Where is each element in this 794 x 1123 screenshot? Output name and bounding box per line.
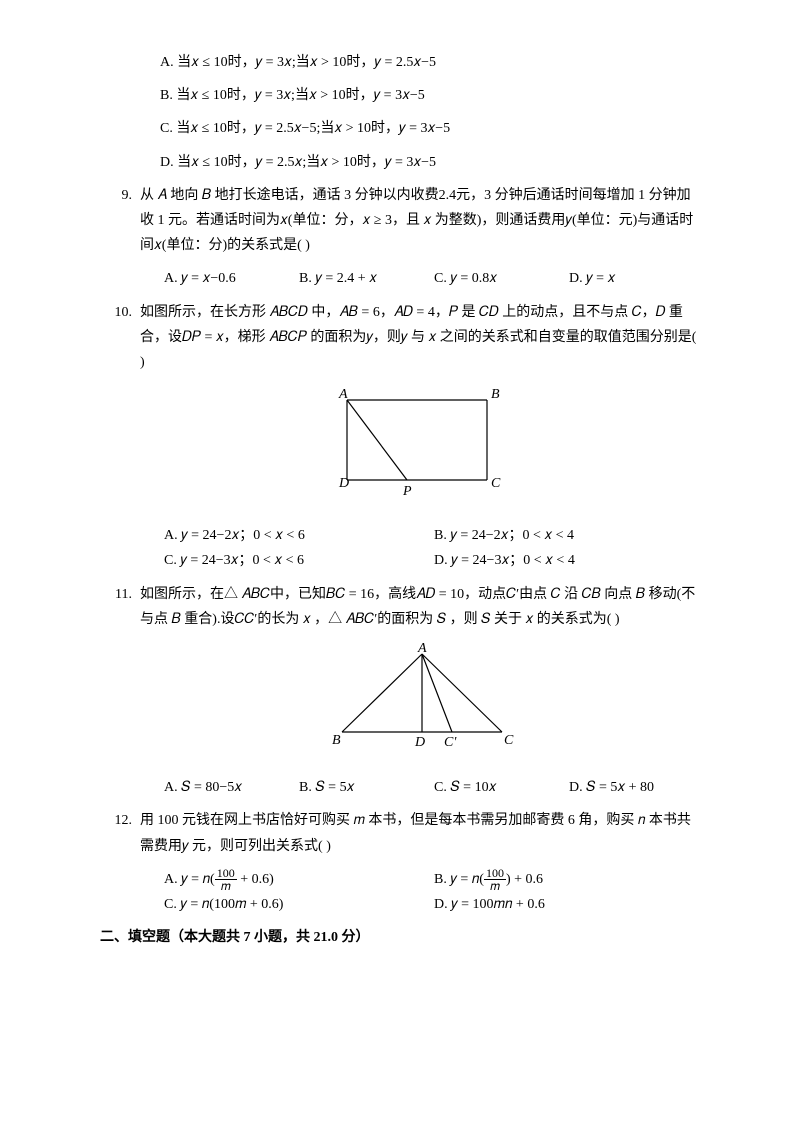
question-10: 10. 如图所示，在长方形 𝐴𝐵𝐶𝐷 中，𝐴𝐵 = 6，𝐴𝐷 = 4，𝑃 是 𝐶… xyxy=(100,300,704,574)
question-11: 11. 如图所示，在△ 𝐴𝐵𝐶中，已知𝐵𝐶 = 16，高线𝐴𝐷 = 10，动点𝐶… xyxy=(100,582,704,801)
q9-option-d: D. 𝑦 = 𝑥 xyxy=(569,266,704,291)
svg-text:D: D xyxy=(338,476,349,491)
q12-b-suffix: ) + 0.6 xyxy=(506,872,543,887)
q9-option-c: C. 𝑦 = 0.8𝑥 xyxy=(434,266,569,291)
q11-option-b: B. 𝑆 = 5𝑥 xyxy=(299,775,434,800)
q10-option-a: A. 𝑦 = 24−2𝑥；0 < 𝑥 < 6 xyxy=(164,523,434,548)
q10-body: 如图所示，在长方形 𝐴𝐵𝐶𝐷 中，𝐴𝐵 = 6，𝐴𝐷 = 4，𝑃 是 𝐶𝐷 上的… xyxy=(140,300,704,574)
triangle-diagram: A B C D C' xyxy=(322,642,522,752)
section-2-title: 二、填空题（本大题共 7 小题，共 21.0 分） xyxy=(100,925,704,950)
q12-a-prefix: A. 𝑦 = 𝑛( xyxy=(164,872,215,887)
q11-option-d: D. 𝑆 = 5𝑥 + 80 xyxy=(569,775,704,800)
svg-text:C: C xyxy=(504,733,514,748)
q10-text: 如图所示，在长方形 𝐴𝐵𝐶𝐷 中，𝐴𝐵 = 6，𝐴𝐷 = 4，𝑃 是 𝐶𝐷 上的… xyxy=(140,300,704,376)
q8-option-b: B. 当𝑥 ≤ 10时，𝑦 = 3𝑥;当𝑥 > 10时，𝑦 = 3𝑥−5 xyxy=(160,83,704,108)
question-12: 12. 用 100 元钱在网上书店恰好可购买 𝑚 本书，但是每本书需另加邮寄费 … xyxy=(100,808,704,917)
svg-text:C': C' xyxy=(444,735,457,750)
q12-options: A. 𝑦 = 𝑛(100𝑚 + 0.6) B. 𝑦 = 𝑛(100𝑚) + 0.… xyxy=(164,867,704,917)
q12-a-suffix: + 0.6) xyxy=(237,872,274,887)
q11-diagram: A B C D C' xyxy=(140,642,704,761)
fraction-icon: 100𝑚 xyxy=(215,867,237,892)
svg-text:A: A xyxy=(338,387,348,402)
q10-options: A. 𝑦 = 24−2𝑥；0 < 𝑥 < 6 B. 𝑦 = 24−2𝑥；0 < … xyxy=(164,523,704,573)
q11-body: 如图所示，在△ 𝐴𝐵𝐶中，已知𝐵𝐶 = 16，高线𝐴𝐷 = 10，动点𝐶′由点 … xyxy=(140,582,704,801)
q12-b-prefix: B. 𝑦 = 𝑛( xyxy=(434,872,484,887)
q11-options: A. 𝑆 = 80−5𝑥 B. 𝑆 = 5𝑥 C. 𝑆 = 10𝑥 D. 𝑆 =… xyxy=(164,775,704,800)
q9-options: A. 𝑦 = 𝑥−0.6 B. 𝑦 = 2.4 + 𝑥 C. 𝑦 = 0.8𝑥 … xyxy=(164,266,704,291)
q8-option-c: C. 当𝑥 ≤ 10时，𝑦 = 2.5𝑥−5;当𝑥 > 10时，𝑦 = 3𝑥−5 xyxy=(160,116,704,141)
q12-option-c: C. 𝑦 = 𝑛(100𝑚 + 0.6) xyxy=(164,892,434,917)
q12-text: 用 100 元钱在网上书店恰好可购买 𝑚 本书，但是每本书需另加邮寄费 6 角，… xyxy=(140,808,704,858)
q12-option-d: D. 𝑦 = 100𝑚𝑛 + 0.6 xyxy=(434,892,704,917)
q11-option-a: A. 𝑆 = 80−5𝑥 xyxy=(164,775,299,800)
rectangle-diagram: A B D C P xyxy=(327,385,517,500)
q11-option-c: C. 𝑆 = 10𝑥 xyxy=(434,775,569,800)
q11-text: 如图所示，在△ 𝐴𝐵𝐶中，已知𝐵𝐶 = 16，高线𝐴𝐷 = 10，动点𝐶′由点 … xyxy=(140,582,704,632)
svg-text:P: P xyxy=(402,484,412,499)
q12-option-b: B. 𝑦 = 𝑛(100𝑚) + 0.6 xyxy=(434,867,704,892)
q9-text: 从 𝐴 地向 𝐵 地打长途电话，通话 3 分钟以内收费2.4元，3 分钟后通话时… xyxy=(140,183,704,259)
svg-text:A: A xyxy=(417,642,427,656)
q9-body: 从 𝐴 地向 𝐵 地打长途电话，通话 3 分钟以内收费2.4元，3 分钟后通话时… xyxy=(140,183,704,292)
q8-option-a: A. 当𝑥 ≤ 10时，𝑦 = 3𝑥;当𝑥 > 10时，𝑦 = 2.5𝑥−5 xyxy=(160,50,704,75)
q12-number: 12. xyxy=(100,808,140,917)
svg-text:D: D xyxy=(414,735,425,750)
q10-option-c: C. 𝑦 = 24−3𝑥；0 < 𝑥 < 6 xyxy=(164,548,434,573)
q12-body: 用 100 元钱在网上书店恰好可购买 𝑚 本书，但是每本书需另加邮寄费 6 角，… xyxy=(140,808,704,917)
q9-option-b: B. 𝑦 = 2.4 + 𝑥 xyxy=(299,266,434,291)
q10-number: 10. xyxy=(100,300,140,574)
q10-option-d: D. 𝑦 = 24−3𝑥；0 < 𝑥 < 4 xyxy=(434,548,704,573)
q8-option-d: D. 当𝑥 ≤ 10时，𝑦 = 2.5𝑥;当𝑥 > 10时，𝑦 = 3𝑥−5 xyxy=(160,150,704,175)
svg-text:C: C xyxy=(491,476,501,491)
q9-option-a: A. 𝑦 = 𝑥−0.6 xyxy=(164,266,299,291)
q10-diagram: A B D C P xyxy=(140,385,704,509)
svg-text:B: B xyxy=(332,733,341,748)
q9-number: 9. xyxy=(100,183,140,292)
fraction-icon: 100𝑚 xyxy=(484,867,506,892)
q10-option-b: B. 𝑦 = 24−2𝑥；0 < 𝑥 < 4 xyxy=(434,523,704,548)
page-container: A. 当𝑥 ≤ 10时，𝑦 = 3𝑥;当𝑥 > 10时，𝑦 = 2.5𝑥−5 B… xyxy=(0,0,794,1123)
q8-options: A. 当𝑥 ≤ 10时，𝑦 = 3𝑥;当𝑥 > 10时，𝑦 = 2.5𝑥−5 B… xyxy=(160,50,704,175)
svg-text:B: B xyxy=(491,387,500,402)
q12-option-a: A. 𝑦 = 𝑛(100𝑚 + 0.6) xyxy=(164,867,434,892)
question-9: 9. 从 𝐴 地向 𝐵 地打长途电话，通话 3 分钟以内收费2.4元，3 分钟后… xyxy=(100,183,704,292)
q11-number: 11. xyxy=(100,582,140,801)
